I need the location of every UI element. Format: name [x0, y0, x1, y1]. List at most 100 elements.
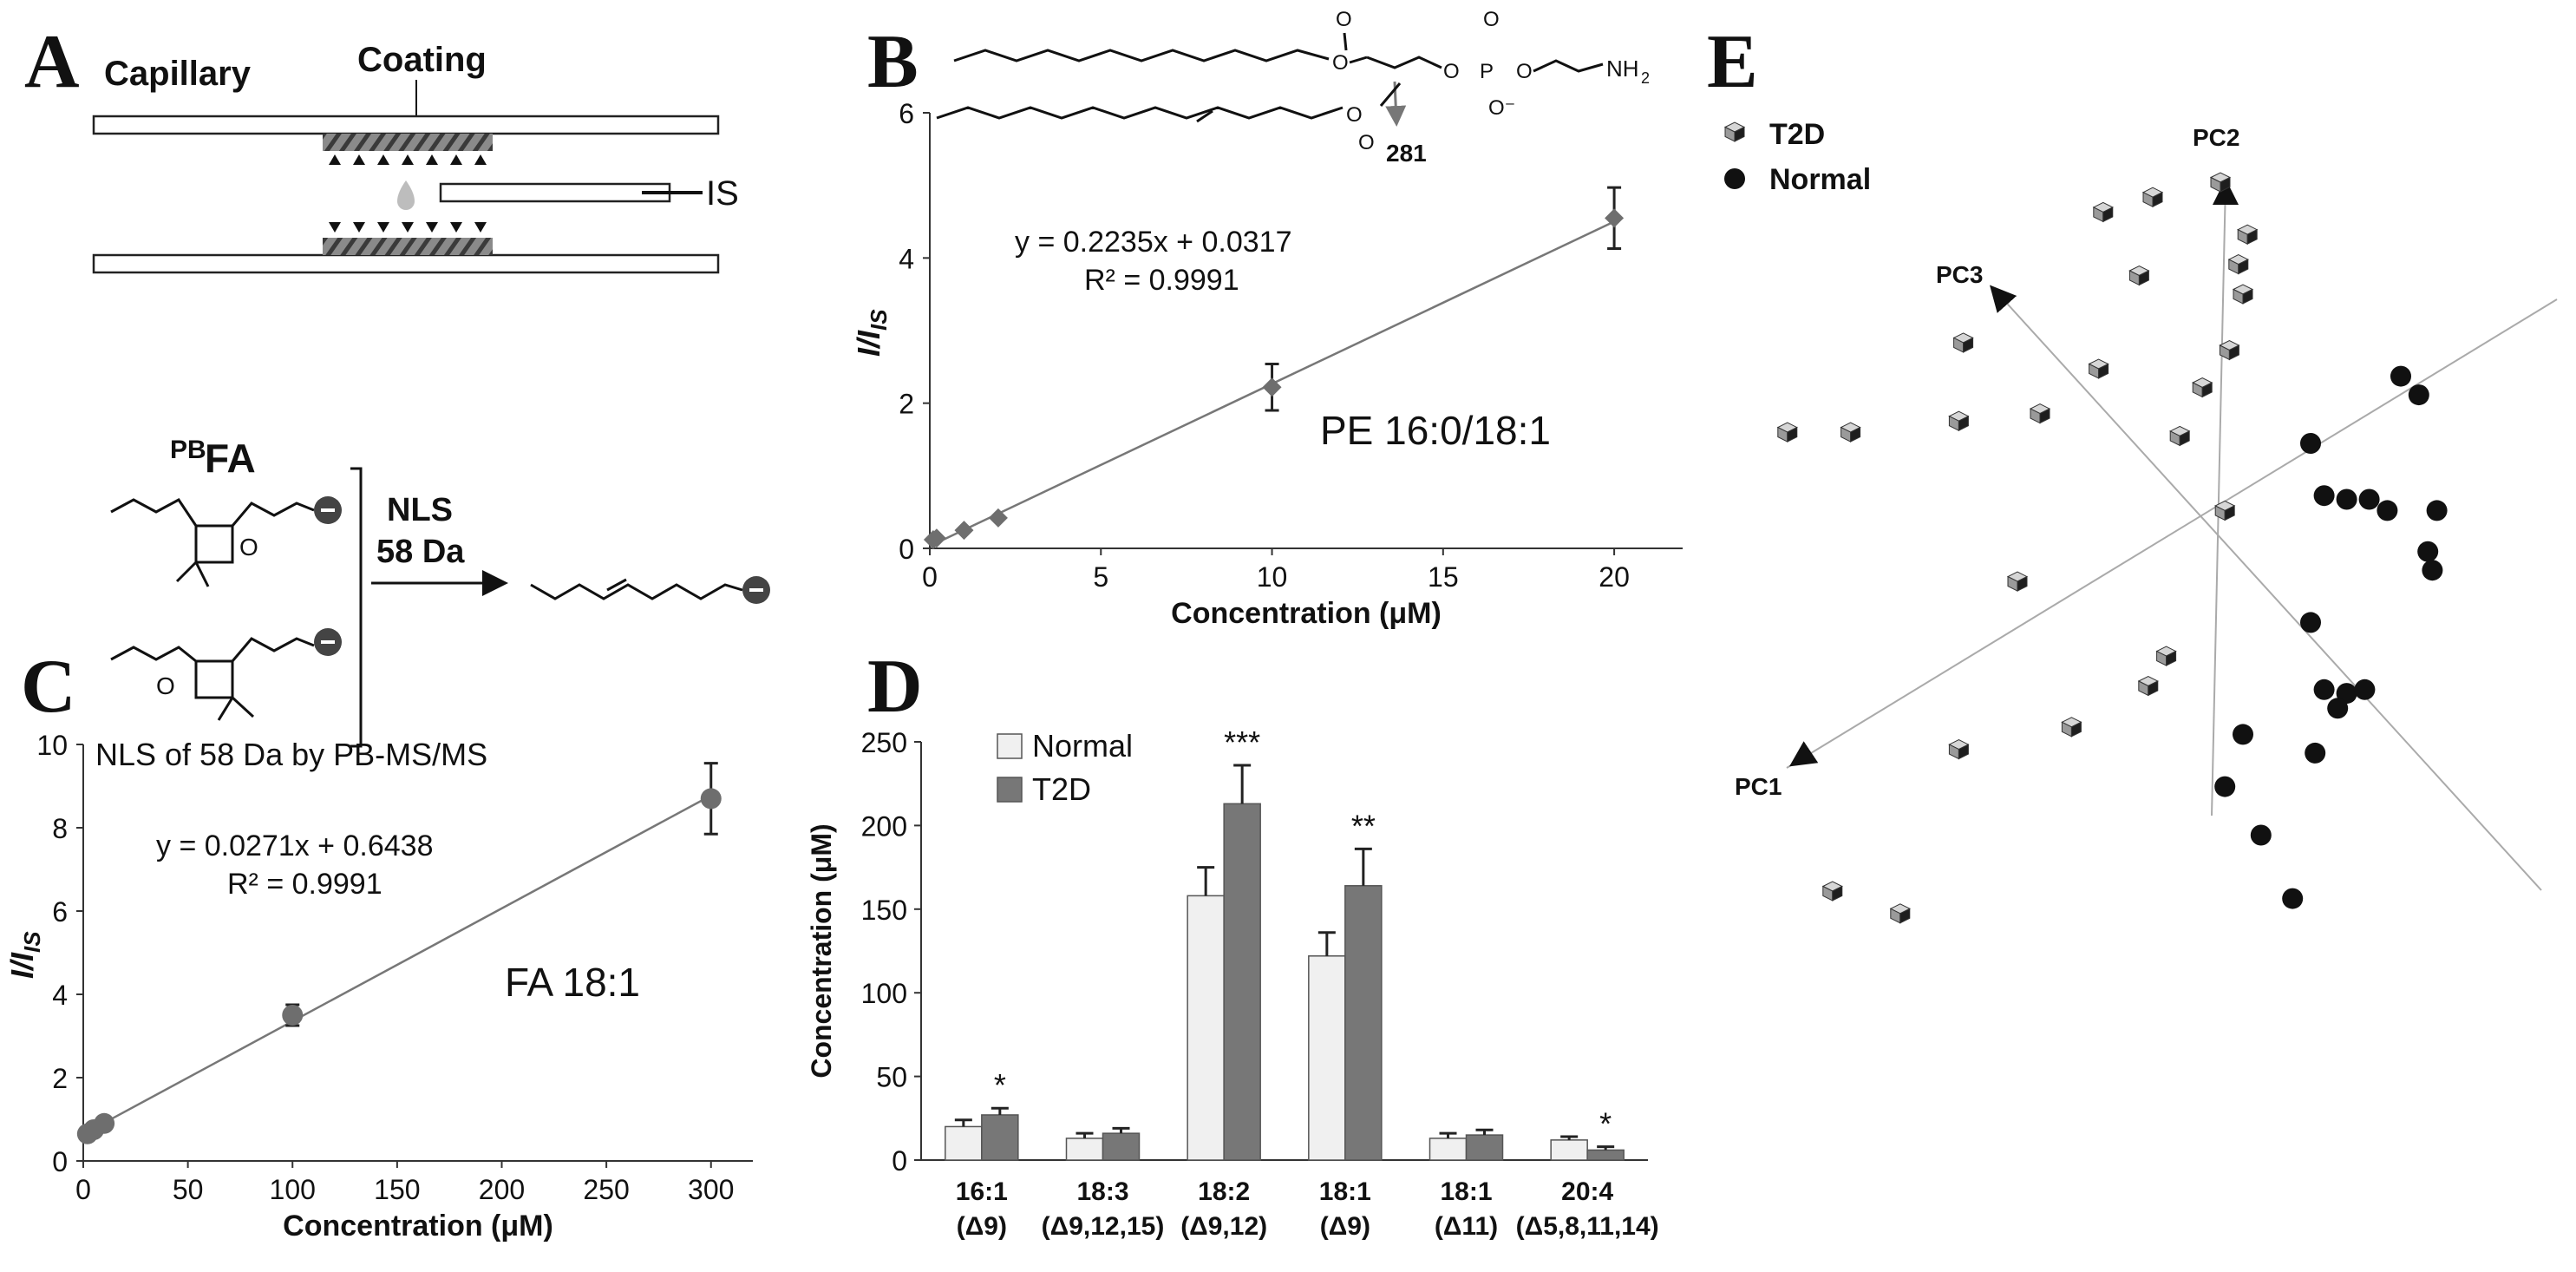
pbfa-superscript: PB — [170, 436, 206, 464]
t2d-point-face — [1832, 885, 1843, 902]
arrow-up-icon — [474, 154, 487, 165]
significance-label: ** — [1351, 808, 1376, 843]
normal-point — [2313, 679, 2335, 700]
arrow-up-icon — [329, 154, 341, 165]
svg-text:O: O — [1516, 60, 1533, 83]
panel-letter-a: A — [24, 20, 80, 104]
coating-bottom — [323, 238, 493, 255]
y-tick-label: 10 — [36, 730, 68, 761]
y-tick-label: 50 — [876, 1062, 907, 1093]
t2d-point-face — [2242, 288, 2253, 305]
x-tick-label: 18:2 — [1198, 1177, 1250, 1206]
t2d-point-face — [1787, 426, 1798, 443]
panel-b: B O O O P O O⁻ O NH 2 O O 281 0 5 10 15 20 0 2… — [851, 8, 1683, 630]
t2d-point-face — [2246, 228, 2258, 246]
y-tick-label: 6 — [899, 98, 914, 129]
x-tick-label: 300 — [688, 1174, 734, 1205]
svg-text:O: O — [1346, 103, 1363, 127]
x-axis-label: Concentration (μM) — [1171, 597, 1442, 630]
t2d-point-face — [2228, 344, 2239, 361]
y-tick-label: 100 — [861, 978, 907, 1009]
normal-point — [2305, 742, 2326, 764]
bar — [1223, 803, 1261, 1161]
x-tick-label: (Δ9,12,15) — [1042, 1212, 1165, 1241]
normal-point — [2358, 488, 2380, 510]
pc1-axis-line — [1786, 298, 2558, 769]
legend-t2d-marker-face — [1734, 126, 1745, 142]
t2d-point-face — [2238, 259, 2249, 275]
normal-point — [2313, 485, 2335, 507]
nh2-label: NH — [1606, 56, 1639, 82]
pc2-label: PC2 — [2193, 124, 2239, 151]
x-tick-label: 18:1 — [1319, 1177, 1371, 1206]
t2d-point-face — [2152, 191, 2163, 208]
x-tick-label: 15 — [1428, 561, 1459, 593]
chart-annotation: FA 18:1 — [505, 960, 640, 1005]
nls-label: NLS — [387, 492, 453, 528]
x-tick-label: (Δ9) — [1320, 1212, 1370, 1241]
arrow-down-icon — [450, 222, 462, 233]
svg-text:O: O — [1483, 8, 1500, 31]
bar — [1065, 1138, 1104, 1161]
is-capillary — [439, 182, 671, 203]
data-point — [988, 508, 1008, 528]
svg-text:O: O — [1358, 131, 1375, 154]
t2d-point-face — [2138, 270, 2149, 286]
x-tick-label: 200 — [479, 1174, 525, 1205]
pe-structure: O O O P O O⁻ O NH 2 O O 281 — [936, 8, 1650, 167]
x-tick-label: 5 — [1093, 561, 1108, 593]
t2d-point-face — [2179, 430, 2190, 447]
significance-label: * — [994, 1067, 1006, 1103]
svg-text:O: O — [1443, 60, 1460, 83]
product-structure — [530, 576, 770, 604]
y-tick-label: 200 — [861, 810, 907, 842]
chart-d: 0 50 100 150 200 250 Concentration (μM) 16:1 (Δ9… — [806, 725, 1659, 1241]
normal-point — [2354, 679, 2376, 700]
normal-point — [2300, 433, 2321, 454]
normal-point — [2336, 488, 2357, 510]
x-tick-label: 50 — [173, 1174, 204, 1205]
arrow-up-icon — [402, 154, 414, 165]
fit-r2: R² = 0.9991 — [227, 868, 382, 901]
droplet-icon — [397, 180, 415, 210]
y-tick-label: 8 — [52, 813, 68, 844]
y-tick-label: 2 — [899, 389, 914, 420]
data-point — [282, 1005, 304, 1026]
chart-title: NLS of 58 Da by PB-MS/MS — [95, 737, 487, 772]
bar — [1187, 895, 1225, 1161]
data-point — [1262, 377, 1282, 397]
t2d-point-face — [2070, 721, 2082, 738]
t2d-point-face — [2039, 408, 2050, 424]
bracket — [350, 467, 363, 748]
panel-d: D 0 50 100 150 200 250 Concentration (μM) 16:1 (… — [806, 645, 1659, 1241]
normal-point — [2417, 541, 2439, 562]
legend-label: T2D — [1769, 118, 1825, 151]
x-axis-label: Concentration (μM) — [283, 1210, 553, 1242]
t2d-point-face — [2201, 382, 2213, 398]
coating-arrows-bottom — [329, 222, 487, 233]
x-tick-label: 150 — [374, 1174, 420, 1205]
oxetane-structure-2: O — [110, 628, 342, 721]
normal-point — [2250, 824, 2272, 846]
coating-label: Coating — [357, 41, 487, 79]
bar — [1586, 1149, 1625, 1161]
pc1-label: PC1 — [1735, 773, 1782, 800]
x-tick-label: 0 — [75, 1174, 91, 1205]
svg-text:O: O — [1336, 8, 1352, 31]
svg-text:O⁻: O⁻ — [1488, 96, 1515, 120]
x-tick-label: 100 — [270, 1174, 316, 1205]
pbfa-label: FA — [205, 436, 256, 481]
pc2-axis-line — [2211, 181, 2226, 816]
fit-equation: y = 0.2235x + 0.0317 — [1015, 226, 1291, 259]
chart-title: PE 16:0/18:1 — [1320, 408, 1551, 453]
panel-letter-c-visible: C — [21, 645, 76, 729]
chart-b: 0 5 10 15 20 0 2 4 6 Concentration (μM) I/IIS y = 0… — [851, 98, 1683, 630]
x-tick-label: (Δ5,8,11,14) — [1516, 1212, 1659, 1241]
normal-point — [2336, 683, 2357, 705]
bar — [1344, 885, 1383, 1161]
arrow-up-icon — [377, 154, 389, 165]
t2d-point-face — [1963, 337, 1974, 353]
bar — [1550, 1139, 1588, 1161]
data-point — [954, 521, 974, 541]
nh2-sub: 2 — [1641, 69, 1650, 87]
